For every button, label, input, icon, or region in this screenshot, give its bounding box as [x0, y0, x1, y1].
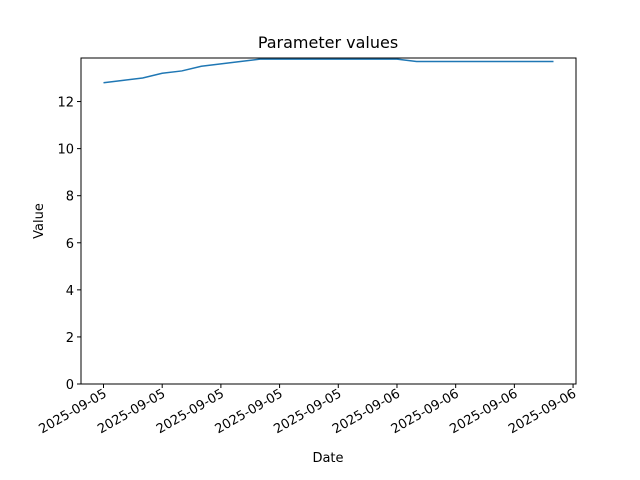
y-tick-label: 8: [66, 190, 74, 205]
y-tick-label: 4: [66, 284, 74, 299]
y-axis-label: Value: [32, 203, 47, 239]
chart-title: Parameter values: [258, 33, 398, 52]
y-tick-label: 12: [57, 96, 74, 111]
plot-frame: [80, 57, 577, 385]
y-tick-label: 0: [66, 378, 74, 393]
x-axis-label: Date: [312, 451, 343, 466]
y-tick-label: 2: [66, 331, 74, 346]
y-tick-label: 6: [66, 237, 74, 252]
y-tick-label: 10: [57, 143, 74, 158]
data-line: [103, 58, 554, 84]
